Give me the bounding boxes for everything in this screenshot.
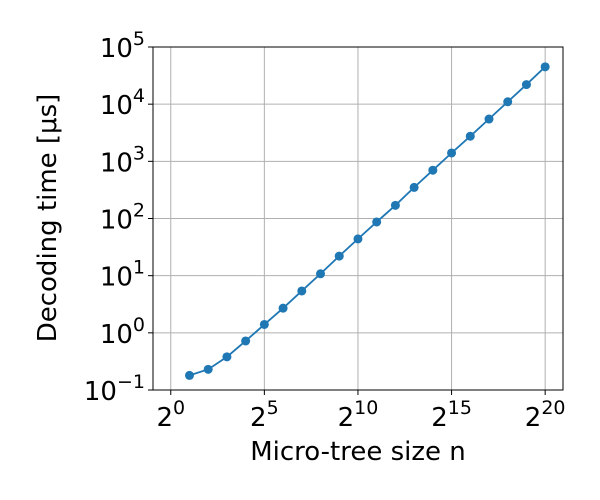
data-point [353, 234, 363, 244]
plot-frame [152, 46, 564, 391]
data-point [203, 364, 213, 374]
x-tick-label: 220 [525, 397, 566, 433]
data-point [278, 303, 288, 313]
data-point [409, 182, 419, 192]
y-tick-label: 104 [100, 85, 145, 121]
data-point [521, 80, 531, 90]
y-tick-label: 105 [100, 28, 145, 64]
series-line [189, 66, 546, 377]
data-point [316, 269, 326, 279]
data-point [297, 286, 307, 296]
y-tick-label: 100 [100, 314, 145, 350]
y-tick-label: 103 [100, 142, 145, 178]
data-point [465, 131, 475, 141]
x-tick-label: 215 [431, 397, 472, 433]
y-tick-label: 101 [100, 257, 145, 293]
data-point [241, 336, 251, 346]
data-point [390, 200, 400, 210]
data-point [222, 352, 232, 362]
data-point [184, 370, 194, 380]
y-tick-label: 10−1 [84, 371, 145, 407]
data-point [428, 165, 438, 175]
data-point [259, 319, 269, 329]
data-point [334, 251, 344, 261]
data-point [484, 114, 494, 124]
y-tick-label: 102 [100, 200, 145, 236]
data-point [503, 97, 513, 107]
x-tick-label: 20 [156, 397, 185, 433]
x-tick-label: 210 [338, 397, 379, 433]
x-tick-label: 25 [250, 397, 279, 433]
data-point [447, 148, 457, 158]
y-axis-label: Decoding time [μs] [33, 94, 63, 343]
data-point [372, 217, 382, 227]
x-axis-label: Micro-tree size n [250, 437, 466, 467]
data-point [540, 62, 550, 72]
